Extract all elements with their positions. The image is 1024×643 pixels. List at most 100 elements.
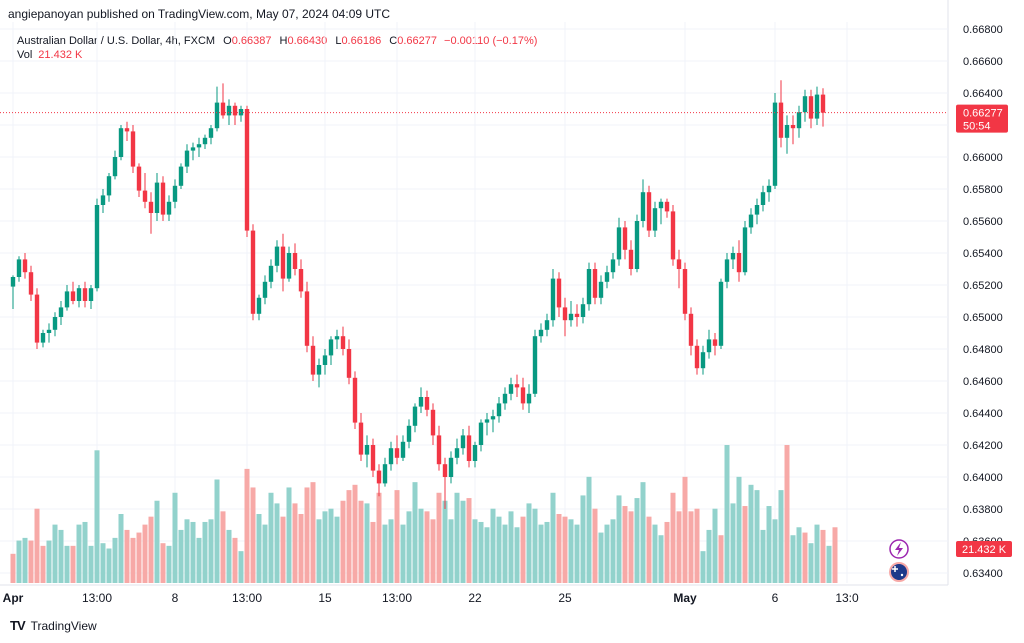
time-tick-label: 8 [172, 591, 179, 605]
volume-bar [712, 508, 718, 583]
price-tick-label: 0.64000 [963, 472, 1003, 484]
volume-bar [454, 492, 460, 583]
candle-body [688, 313, 694, 346]
candle [274, 240, 280, 273]
candle-body [310, 345, 316, 375]
candle [28, 265, 34, 301]
candle [202, 134, 208, 149]
candle [706, 329, 712, 359]
volume-bar [376, 492, 382, 583]
candle-body [388, 448, 394, 465]
volume-bar [778, 490, 784, 583]
candle-body [76, 288, 82, 301]
volume-bar [556, 514, 562, 583]
candle-body [322, 355, 328, 365]
volume-bar [598, 532, 604, 583]
volume-bar [610, 519, 616, 583]
candle [376, 464, 382, 497]
candle-body [118, 128, 124, 157]
candle-body [274, 246, 280, 266]
volume-bar [790, 535, 796, 583]
price-tick-label: 0.65400 [963, 248, 1003, 260]
candle-body [442, 464, 448, 477]
candle-body [514, 384, 520, 388]
candle [676, 249, 682, 289]
candle-body [508, 384, 514, 394]
time-axis[interactable]: Apr 13:00 8 13:00 15 13:00 22 25 May 6 13:0 [3, 591, 859, 605]
candle [598, 275, 604, 305]
volume-bar [784, 445, 790, 583]
candle-body [358, 422, 364, 455]
candle-body [754, 205, 760, 215]
volume-bar [160, 543, 166, 583]
price-tick-label: 0.66800 [963, 24, 1003, 36]
candle [280, 233, 286, 292]
candle [112, 150, 118, 180]
candle-body [226, 105, 232, 116]
candle-body [670, 211, 676, 260]
candle [694, 339, 700, 375]
candles [10, 80, 826, 509]
candle [490, 409, 496, 433]
low-value: 0.66186 [341, 35, 382, 47]
volume-bar [214, 479, 220, 583]
candle [232, 102, 238, 125]
candle-body [766, 185, 772, 193]
lightning-icon[interactable] [889, 539, 909, 559]
candle [100, 189, 106, 213]
candle [70, 281, 76, 305]
last-price-badge: 0.66277 50:54 [956, 104, 1008, 133]
volume-badge: 21.432 K [956, 541, 1012, 557]
volume-bar [244, 468, 250, 583]
candle [604, 265, 610, 289]
volume-bar [832, 527, 838, 583]
candle-body [94, 205, 100, 289]
candle [406, 419, 412, 449]
price-tick-label: 0.63400 [963, 568, 1003, 580]
volume-bar [502, 524, 508, 583]
candle [364, 435, 370, 468]
candle [256, 294, 262, 321]
volume-bar [130, 537, 136, 583]
candle [154, 173, 160, 221]
candle [574, 304, 580, 327]
volume-bar [52, 524, 58, 583]
candle [106, 173, 112, 202]
candle-body [64, 291, 70, 308]
candle-body [742, 227, 748, 273]
volume-bar [58, 529, 64, 583]
candle [346, 339, 352, 385]
candle [76, 285, 82, 308]
candle [214, 86, 220, 132]
candle-body [202, 137, 208, 145]
candle [796, 105, 802, 138]
candle [532, 329, 538, 397]
candle [418, 387, 424, 413]
volume-bar [364, 503, 370, 583]
candle [460, 429, 466, 455]
volume-bar [316, 519, 322, 583]
candle [394, 435, 400, 465]
candle-body [610, 259, 616, 273]
candle-body [664, 201, 670, 212]
volume-bar [580, 495, 586, 583]
tradingview-logo-icon[interactable]: TV [10, 618, 26, 633]
volume-bar [490, 508, 496, 583]
candle-body [328, 339, 334, 356]
candle-body [184, 150, 190, 167]
volume-bar [718, 535, 724, 583]
volume-bar [292, 503, 298, 583]
volume-bar [532, 508, 538, 583]
candle [748, 208, 754, 234]
candle [94, 198, 100, 292]
volume-bar [700, 551, 706, 583]
countdown-text: 50:54 [963, 121, 991, 133]
price-tick-label: 0.64600 [963, 376, 1003, 388]
candle [442, 457, 448, 509]
flag-icon[interactable] [889, 562, 909, 582]
volume-bar [430, 519, 436, 583]
footer-brand: TradingView [30, 618, 97, 633]
candle [88, 285, 94, 309]
price-tick-label: 0.66400 [963, 88, 1003, 100]
